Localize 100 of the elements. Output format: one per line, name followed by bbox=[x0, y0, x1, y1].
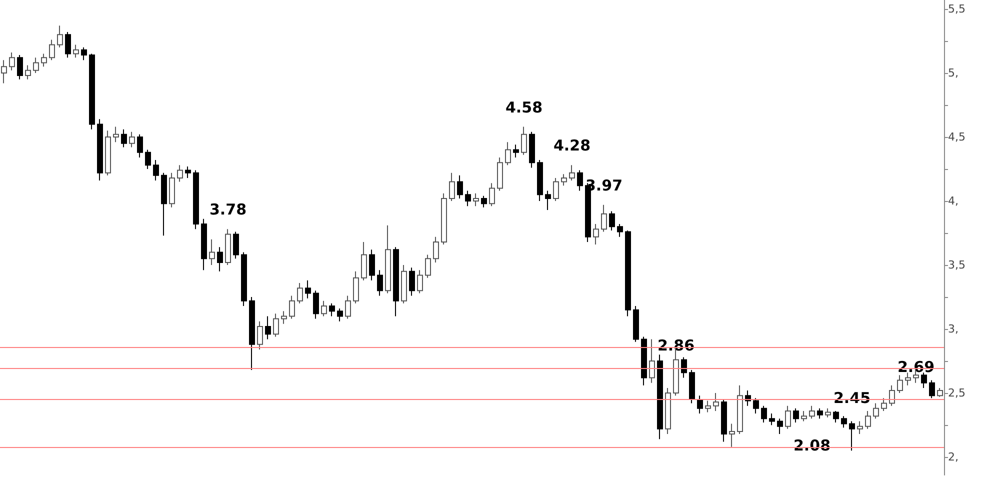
candlestick bbox=[705, 400, 711, 413]
candlestick bbox=[593, 224, 599, 246]
candlestick bbox=[425, 254, 431, 278]
candlestick bbox=[145, 149, 151, 170]
candlestick bbox=[713, 392, 719, 412]
candlestick bbox=[1, 60, 7, 84]
candlestick bbox=[201, 218, 207, 271]
candlestick bbox=[409, 267, 415, 296]
candlestick bbox=[65, 32, 71, 58]
candlestick bbox=[817, 408, 823, 420]
candlestick bbox=[681, 356, 687, 378]
candlestick bbox=[561, 174, 567, 186]
candlestick bbox=[321, 300, 327, 317]
candlestick bbox=[529, 131, 535, 168]
candlestick bbox=[569, 164, 575, 182]
candlestick bbox=[777, 418, 783, 435]
annotation: 4.58 bbox=[505, 98, 543, 116]
candlestick bbox=[889, 384, 895, 406]
candlestick bbox=[465, 190, 471, 207]
candlestick bbox=[17, 54, 23, 80]
candlestick bbox=[721, 398, 727, 442]
candlestick bbox=[617, 224, 623, 238]
candlestick bbox=[193, 170, 199, 230]
candlestick bbox=[609, 210, 615, 231]
candlestick bbox=[633, 305, 639, 342]
candlestick bbox=[185, 166, 191, 178]
candlestick bbox=[697, 395, 703, 414]
candlestick bbox=[353, 270, 359, 304]
candlestick bbox=[81, 46, 87, 61]
candlestick bbox=[105, 130, 111, 176]
y-tick-label: 4, bbox=[948, 194, 958, 208]
candlestick bbox=[177, 164, 183, 182]
candlestick bbox=[769, 413, 775, 426]
y-tick-label: 4,5 bbox=[948, 130, 966, 144]
candlestick bbox=[865, 410, 871, 430]
annotation: 4.28 bbox=[553, 136, 591, 155]
candlestick bbox=[825, 408, 831, 418]
candlestick bbox=[937, 387, 943, 398]
candlestick bbox=[441, 192, 447, 246]
candlestick bbox=[9, 52, 15, 71]
candlestick bbox=[521, 126, 527, 156]
candlestick bbox=[473, 192, 479, 207]
candlestick bbox=[209, 238, 215, 266]
candlestick bbox=[345, 295, 351, 320]
candlestick bbox=[73, 44, 79, 58]
candlestick bbox=[289, 295, 295, 320]
candlestick bbox=[401, 264, 407, 304]
candlestick bbox=[233, 231, 239, 260]
candlestick bbox=[169, 172, 175, 208]
candlestick bbox=[25, 64, 31, 80]
candlestick bbox=[257, 320, 263, 350]
candlestick bbox=[249, 296, 255, 371]
candlestick bbox=[281, 310, 287, 324]
candlestick bbox=[665, 387, 671, 435]
candlestick bbox=[369, 249, 375, 281]
candlestick bbox=[545, 190, 551, 210]
candlestick bbox=[393, 246, 399, 317]
candlestick bbox=[305, 280, 311, 299]
y-tick-label: 5,5 bbox=[948, 2, 966, 16]
candlestick bbox=[33, 57, 39, 74]
candlestick bbox=[113, 126, 119, 143]
candlestick bbox=[417, 270, 423, 294]
candlestick bbox=[513, 144, 519, 158]
candlestick bbox=[729, 423, 735, 448]
candlestick bbox=[921, 372, 927, 388]
candlestick bbox=[57, 25, 63, 48]
candlestick bbox=[905, 372, 911, 386]
candlestick bbox=[481, 195, 487, 208]
candlestick bbox=[433, 236, 439, 263]
candlestick bbox=[385, 224, 391, 294]
candlestick bbox=[297, 282, 303, 304]
candlestick bbox=[929, 380, 935, 399]
candlestick bbox=[361, 241, 367, 281]
candlestick bbox=[497, 156, 503, 192]
candlestick bbox=[625, 230, 631, 317]
candlestick bbox=[577, 170, 583, 192]
candlestick bbox=[849, 420, 855, 452]
candlestick bbox=[329, 302, 335, 317]
candlestick bbox=[337, 308, 343, 322]
candlestick bbox=[553, 177, 559, 202]
candlestick bbox=[129, 131, 135, 148]
y-tick-label: 5, bbox=[948, 66, 958, 80]
candlestick bbox=[761, 405, 767, 424]
candlestick bbox=[313, 290, 319, 320]
candlestick bbox=[153, 160, 159, 182]
candlestick bbox=[505, 142, 511, 166]
candlestick bbox=[601, 204, 607, 232]
candlestick bbox=[273, 313, 279, 338]
candlestick bbox=[873, 402, 879, 420]
candlestick bbox=[97, 118, 103, 182]
candlestick bbox=[137, 134, 143, 158]
candlestick bbox=[41, 53, 47, 68]
candlestick bbox=[377, 270, 383, 296]
candlestick bbox=[121, 128, 127, 148]
y-tick-label: 3,5 bbox=[948, 258, 966, 272]
candlestick bbox=[89, 53, 95, 130]
candlestick bbox=[489, 182, 495, 207]
candlestick bbox=[833, 410, 839, 424]
candlestick bbox=[801, 410, 807, 422]
candlestick bbox=[793, 408, 799, 424]
